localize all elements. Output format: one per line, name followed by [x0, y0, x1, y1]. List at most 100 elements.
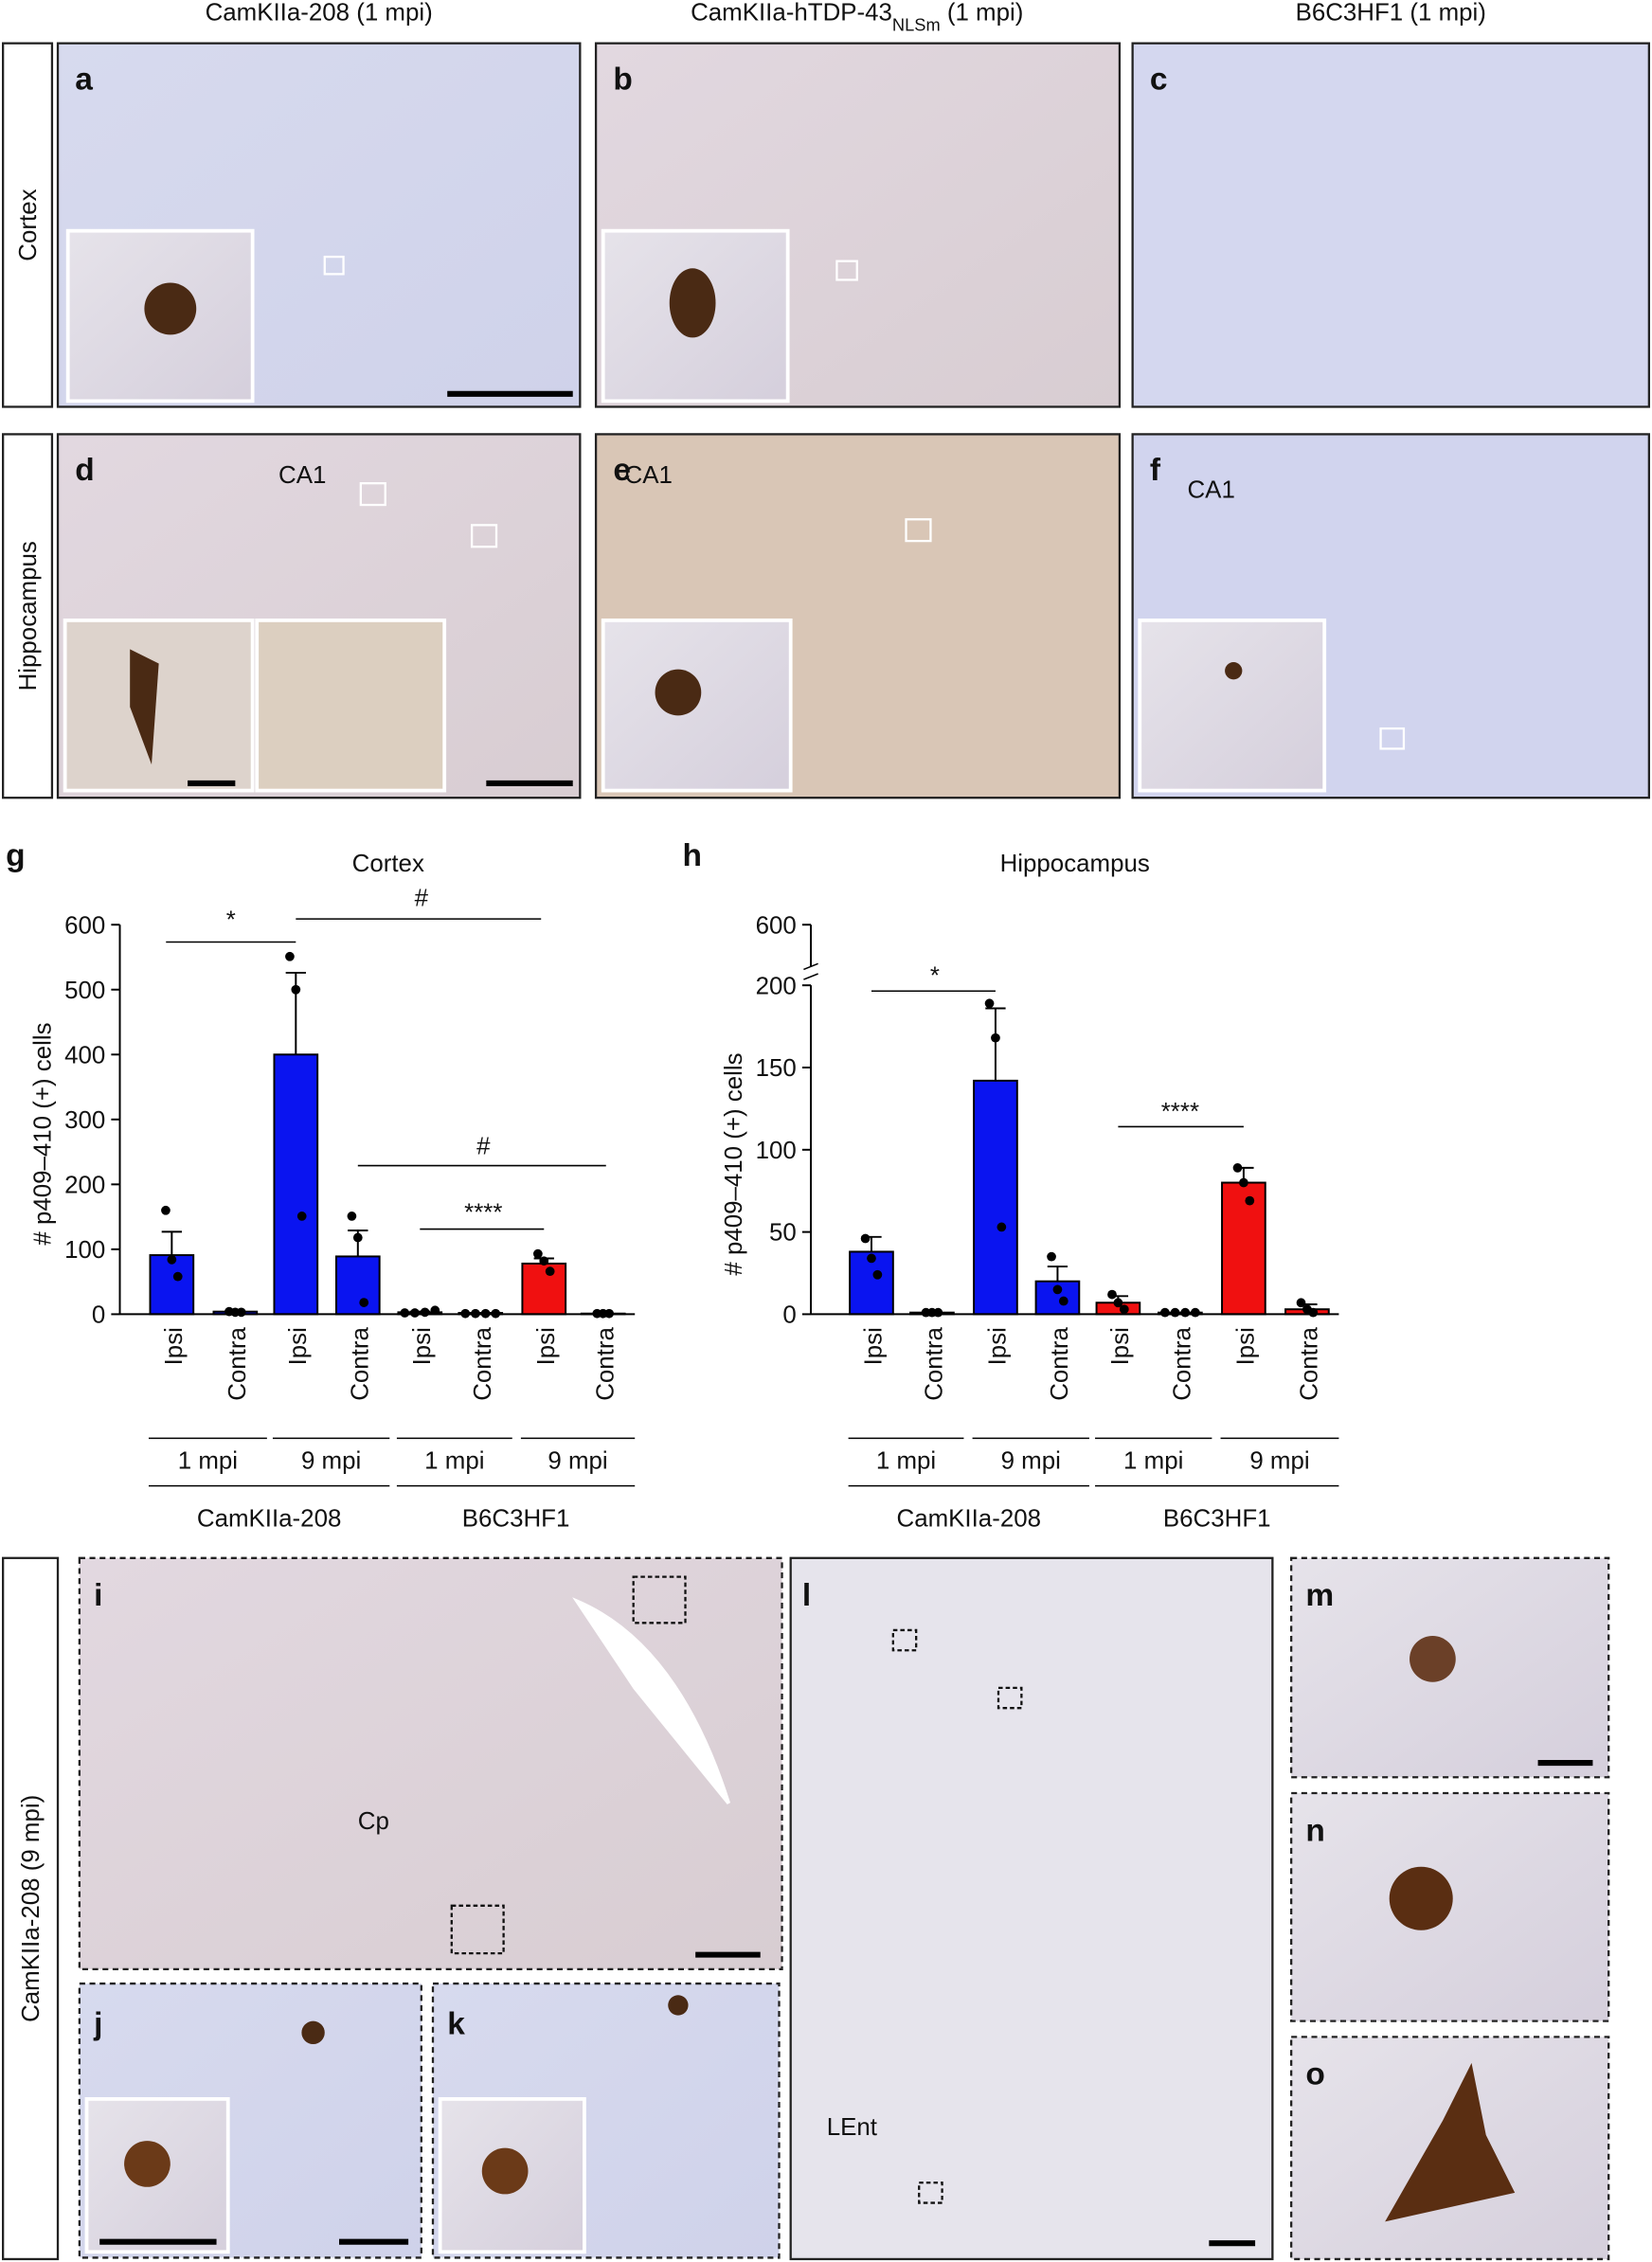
group-label: 9 mpi — [548, 1447, 607, 1474]
y-tick-label: 0 — [782, 1302, 796, 1329]
group-label: 1 mpi — [876, 1447, 936, 1474]
y-axis-label: # p409–410 (+) cells — [29, 1022, 56, 1245]
panel-letter: l — [802, 1578, 811, 1613]
region-label: LEnt — [827, 2114, 877, 2141]
x-tick-label: Ipsi — [409, 1327, 436, 1365]
panel-letter: a — [75, 62, 93, 97]
data-point — [1308, 1307, 1319, 1318]
row-label: Cortex — [15, 188, 42, 260]
panel-letter: c — [1150, 62, 1168, 97]
x-tick-label: Ipsi — [1233, 1327, 1260, 1365]
data-point — [1160, 1307, 1170, 1318]
data-point — [867, 1253, 876, 1264]
data-point — [410, 1308, 420, 1318]
header-part: (1 mpi) — [941, 0, 1024, 26]
y-tick-label: 600 — [64, 912, 105, 939]
data-point — [872, 1269, 883, 1280]
bar — [973, 1079, 1018, 1316]
data-point — [1047, 1251, 1056, 1262]
data-point — [352, 1232, 363, 1243]
x-tick-label: Contra — [1297, 1327, 1323, 1401]
data-point — [285, 951, 295, 961]
row-label: Hippocampus — [15, 541, 42, 691]
data-point — [420, 1307, 430, 1318]
y-tick-label: 300 — [64, 1107, 105, 1134]
series-label: CamKIIa-208 — [197, 1505, 341, 1532]
data-point — [1119, 1304, 1129, 1315]
data-point — [1296, 1298, 1306, 1308]
panel-letter: b — [613, 62, 632, 97]
data-point — [860, 1233, 871, 1244]
panel-letter: d — [75, 453, 94, 488]
x-tick-label: Contra — [922, 1327, 948, 1401]
x-tick-label: Contra — [592, 1327, 619, 1401]
series-label: B6C3HF1 — [462, 1505, 570, 1532]
data-point — [359, 1298, 369, 1307]
x-tick-label: Ipsi — [285, 1327, 312, 1365]
data-point — [296, 1212, 307, 1221]
header-part: NLSm — [892, 14, 941, 34]
bar — [273, 1053, 319, 1316]
header-part: B6C3HF1 (1 mpi) — [1296, 0, 1486, 26]
x-tick-label: Contra — [470, 1327, 496, 1401]
data-point — [997, 1222, 1007, 1232]
y-tick-label: 200 — [64, 1172, 105, 1198]
data-point — [1113, 1298, 1123, 1308]
header-part: CamKIIa-hTDP-43 — [691, 0, 892, 26]
data-point — [1107, 1289, 1117, 1300]
data-point — [991, 1032, 1000, 1043]
region-label: CA1 — [625, 462, 673, 489]
column-header: B6C3HF1 (1 mpi) — [1296, 0, 1486, 26]
significance-label: # — [476, 1133, 491, 1159]
x-tick-label: Ipsi — [1107, 1327, 1134, 1365]
y-tick-label: 500 — [64, 978, 105, 1004]
data-point — [167, 1254, 177, 1265]
data-point — [1058, 1296, 1068, 1306]
significance-label: **** — [464, 1199, 502, 1226]
panel-letter: m — [1305, 1578, 1334, 1613]
chart-title: Cortex — [352, 851, 424, 877]
region-label: CA1 — [278, 462, 326, 489]
significance-label: * — [226, 907, 236, 933]
y-tick-label: 200 — [756, 973, 797, 999]
panel-letter: i — [94, 1578, 102, 1613]
data-point — [430, 1305, 440, 1316]
data-point — [539, 1256, 549, 1266]
data-point — [1245, 1195, 1255, 1206]
series-label: CamKIIa-208 — [897, 1505, 1041, 1532]
group-label: 9 mpi — [301, 1447, 361, 1474]
data-point — [291, 984, 301, 995]
data-point — [1052, 1284, 1063, 1295]
panel-letter: h — [682, 838, 701, 873]
panel-letter: o — [1305, 2057, 1324, 2092]
chart-title: Hippocampus — [1000, 851, 1150, 877]
x-tick-label: Contra — [1047, 1327, 1073, 1401]
bar — [521, 1262, 567, 1316]
y-tick-label: 100 — [64, 1237, 105, 1264]
header-part: CamKIIa-208 (1 mpi) — [206, 0, 433, 26]
data-point — [1191, 1307, 1200, 1318]
group-label: 1 mpi — [178, 1447, 238, 1474]
x-tick-label: Ipsi — [861, 1327, 888, 1365]
data-point — [933, 1307, 943, 1318]
panel-letter: f — [1150, 453, 1161, 488]
panel-letter: n — [1305, 1813, 1324, 1848]
group-label: 1 mpi — [1123, 1447, 1183, 1474]
y-tick-label: 0 — [92, 1302, 105, 1329]
data-point — [236, 1307, 246, 1318]
significance-label: # — [415, 885, 429, 911]
panel-letter: g — [6, 838, 25, 873]
y-tick-label: 600 — [756, 912, 797, 939]
bar — [1221, 1181, 1266, 1316]
column-header: CamKIIa-hTDP-43NLSm (1 mpi) — [691, 0, 1023, 34]
axis-break-mark — [803, 973, 818, 980]
data-point — [984, 998, 995, 1009]
y-tick-label: 400 — [64, 1042, 105, 1068]
data-point — [400, 1308, 410, 1318]
column-header: CamKIIa-208 (1 mpi) — [206, 0, 433, 26]
data-point — [161, 1205, 171, 1215]
panel-letter: k — [447, 2006, 465, 2041]
data-point — [1232, 1163, 1243, 1173]
y-tick-label: 50 — [769, 1220, 797, 1247]
y-tick-label: 150 — [756, 1055, 797, 1082]
